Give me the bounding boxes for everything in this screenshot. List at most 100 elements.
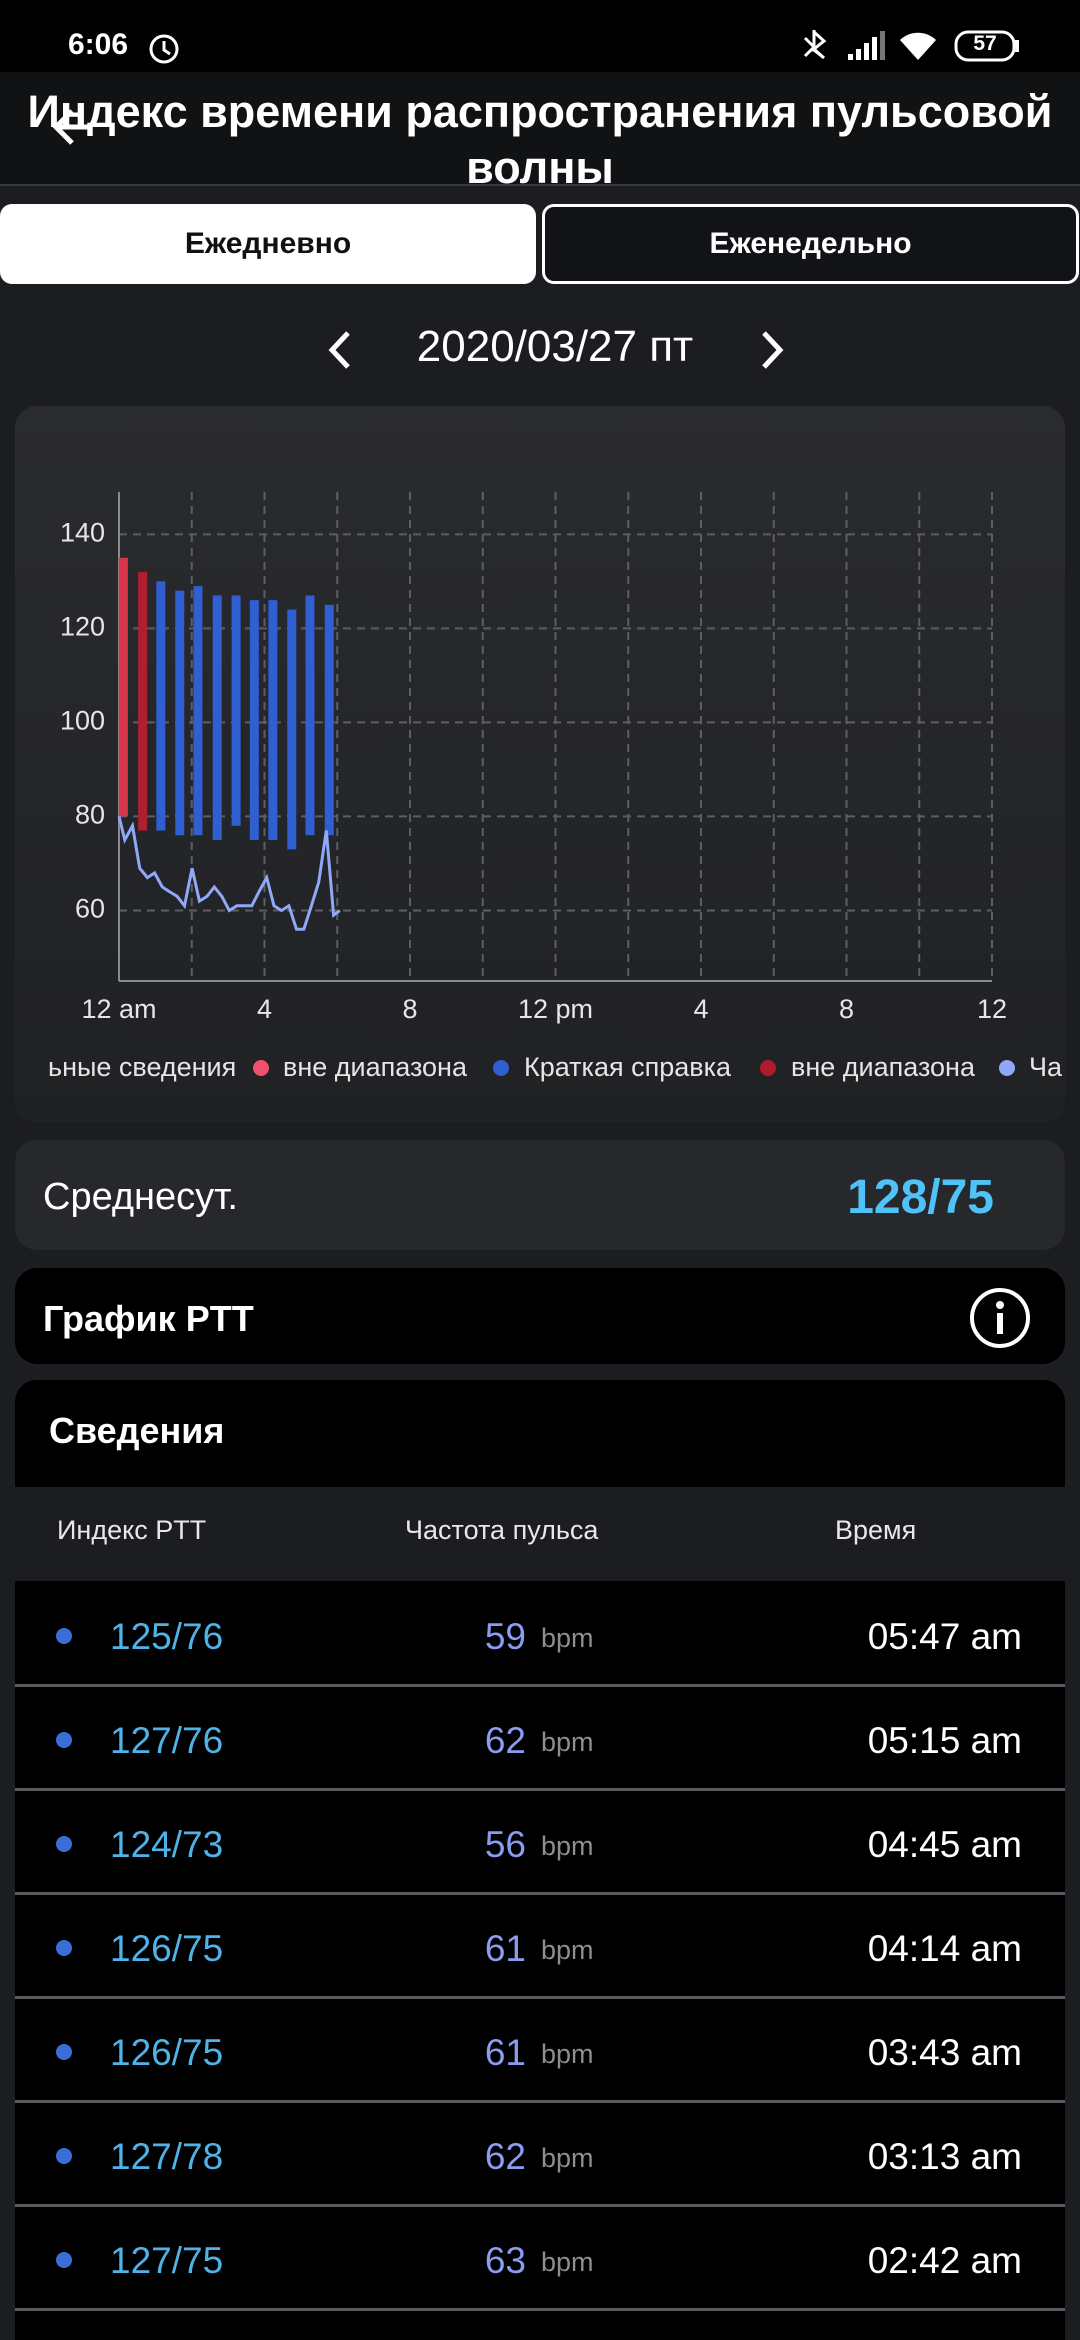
y-tick-label: 100 <box>60 706 105 736</box>
bar <box>305 595 315 836</box>
page-title: Индекс времени распространения пульсовой… <box>27 86 1053 184</box>
pulse-line <box>117 816 341 931</box>
y-tick-label: 140 <box>60 517 105 547</box>
pulse-unit: bpm <box>541 2039 594 2069</box>
y-tick-label: 120 <box>60 611 105 641</box>
row-dot <box>56 2252 72 2268</box>
row-dot <box>56 2148 72 2164</box>
pulse-value: 59 <box>484 1616 526 1657</box>
legend-swatch <box>760 1060 776 1076</box>
ptt-graph-title: График PTT <box>43 1298 254 1339</box>
chart-card <box>15 406 1065 1122</box>
table-row <box>15 2207 1065 2311</box>
pulse-value: 61 <box>484 2032 526 2073</box>
bar <box>156 581 166 831</box>
average-label: Среднесут. <box>43 1176 238 1218</box>
bar <box>231 595 241 826</box>
pulse-unit: bpm <box>541 2143 594 2173</box>
bar <box>138 571 148 831</box>
pulse-unit: bpm <box>541 1727 594 1757</box>
table-row <box>15 1583 1065 1687</box>
table-row <box>15 1791 1065 1895</box>
column-header: Частота пульса <box>405 1515 599 1545</box>
time-value: 03:43 am <box>867 2032 1022 2073</box>
ptt-value: 127/76 <box>110 1720 224 1761</box>
prev-date[interactable] <box>320 325 360 375</box>
table-row <box>15 2103 1065 2207</box>
battery-level: 57 <box>973 32 997 55</box>
time-value: 02:42 am <box>867 2240 1022 2281</box>
bar <box>268 600 278 840</box>
table-row <box>15 1687 1065 1791</box>
ptt-value: 124/73 <box>110 1824 224 1865</box>
y-tick-label: 60 <box>75 894 105 924</box>
legend-label: Краткая справка <box>524 1052 732 1082</box>
x-tick-label: 4 <box>693 994 708 1024</box>
bar <box>193 586 203 836</box>
legend-swatch <box>999 1060 1015 1076</box>
legend-swatch <box>493 1060 509 1076</box>
pulse-unit: bpm <box>541 1935 594 1965</box>
row-dot <box>56 2044 72 2060</box>
next-date[interactable] <box>752 325 792 375</box>
legend-label: Ча <box>1029 1052 1063 1082</box>
ptt-value: 127/78 <box>110 2136 224 2177</box>
x-tick-label: 12 pm <box>518 994 593 1024</box>
time-value: 04:14 am <box>867 1928 1022 1969</box>
legend-swatch <box>253 1060 269 1076</box>
pulse-unit: bpm <box>541 2247 594 2277</box>
ptt-value: 127/75 <box>110 2240 224 2281</box>
table-row <box>15 1999 1065 2103</box>
pulse-value: 63 <box>484 2240 526 2281</box>
time-value: 05:15 am <box>867 1720 1022 1761</box>
legend-label: вне диапазона <box>283 1052 468 1082</box>
pulse-unit: bpm <box>541 1623 594 1653</box>
tab-weekly[interactable]: Еженедельно <box>542 204 1079 284</box>
legend-label: ьные сведения <box>48 1052 236 1082</box>
pulse-value: 62 <box>484 1720 526 1761</box>
x-tick-label: 12 <box>977 994 1007 1024</box>
ptt-graph-card[interactable] <box>15 1268 1065 1364</box>
chart: ьные сведения вне диапазона Краткая справк… <box>48 492 1063 1082</box>
row-dot <box>56 1836 72 1852</box>
average-value: 128/75 <box>847 1171 994 1224</box>
x-tick-label: 4 <box>257 994 272 1024</box>
status-icons <box>803 30 1019 62</box>
average-card <box>15 1140 1065 1250</box>
column-header: Время <box>835 1515 917 1545</box>
alarm-icon <box>149 34 179 64</box>
x-tick-label: 12 am <box>81 994 156 1024</box>
time-value: 03:13 am <box>867 2136 1022 2177</box>
status-bar <box>0 0 1080 72</box>
bar <box>249 600 259 840</box>
tab-daily[interactable]: Ежедневно <box>0 204 536 284</box>
details-title: Сведения <box>49 1410 225 1451</box>
bar <box>324 604 334 836</box>
bar <box>287 609 297 850</box>
row-dot <box>56 1732 72 1748</box>
ptt-value: 126/75 <box>110 2032 224 2073</box>
info-icon[interactable] <box>968 1286 1032 1350</box>
back-button[interactable] <box>48 102 108 152</box>
pulse-value: 61 <box>484 1928 526 1969</box>
x-tick-label: 8 <box>402 994 417 1024</box>
header-bar <box>0 72 1080 186</box>
row-dot <box>56 1940 72 1956</box>
bar <box>118 557 128 817</box>
x-tick-label: 8 <box>839 994 854 1024</box>
pulse-value: 62 <box>484 2136 526 2177</box>
pulse-value: 56 <box>484 1824 526 1865</box>
bar <box>212 595 222 840</box>
pulse-unit: bpm <box>541 1831 594 1861</box>
time-value: 05:47 am <box>867 1616 1022 1657</box>
table-header <box>15 1487 1065 1581</box>
column-header: Индекс PTT <box>57 1515 207 1545</box>
ptt-value: 126/75 <box>110 1928 224 1969</box>
date-label: 2020/03/27 пт <box>416 322 694 371</box>
time-value: 04:45 am <box>867 1824 1022 1865</box>
y-tick-label: 80 <box>75 800 105 830</box>
row-dot <box>56 1628 72 1644</box>
ptt-value: 125/76 <box>110 1616 224 1657</box>
